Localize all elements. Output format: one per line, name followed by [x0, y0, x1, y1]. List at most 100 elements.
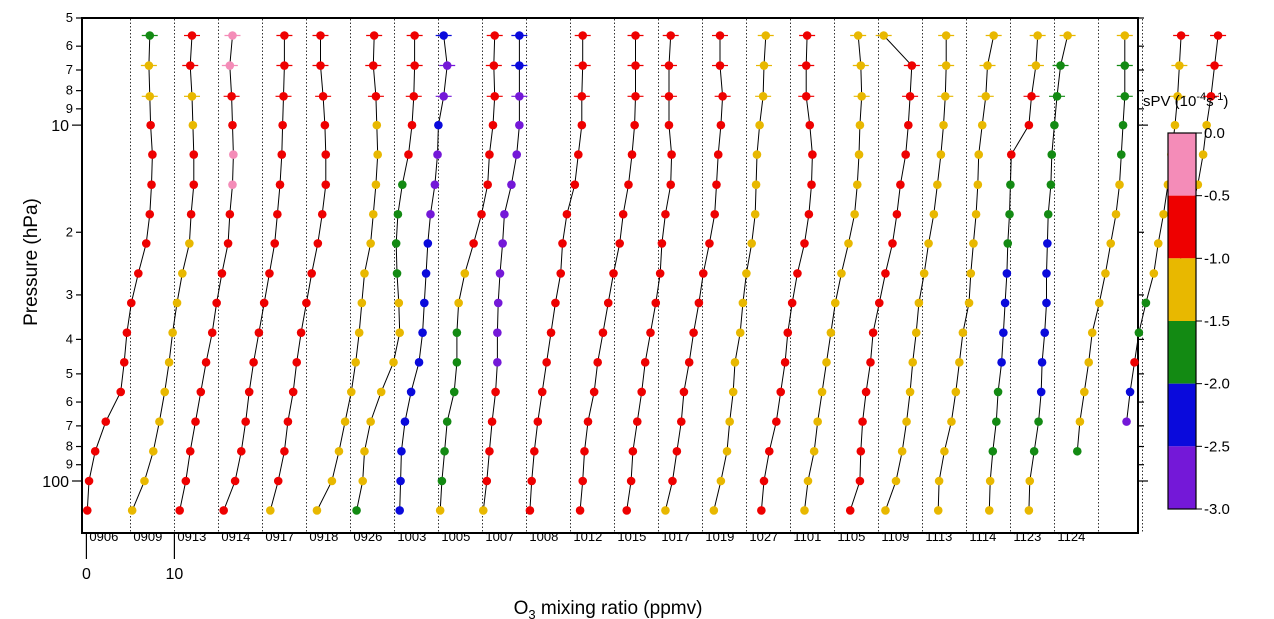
- ozone-point: [738, 298, 748, 308]
- ozone-point: [628, 446, 638, 456]
- ozone-point: [575, 506, 585, 515]
- ozone-point: [420, 298, 429, 308]
- ozone-point: [225, 209, 235, 219]
- ozone-point: [1037, 358, 1047, 367]
- ozone-point: [530, 446, 539, 456]
- ozone-point: [941, 31, 951, 40]
- ozone-point: [440, 446, 449, 456]
- ozone-point: [735, 328, 745, 337]
- colorbar-label: -2.5: [1204, 438, 1230, 455]
- ozone-point: [958, 328, 968, 337]
- ozone-point: [145, 92, 155, 101]
- ozone-point: [904, 120, 913, 130]
- ozone-point: [715, 31, 725, 40]
- colorbar-label: -1.5: [1204, 313, 1230, 330]
- ozone-point: [1149, 269, 1159, 278]
- ozone-point: [705, 239, 714, 248]
- ozone-point: [558, 239, 567, 248]
- profile-0926: [352, 31, 423, 515]
- ozone-point: [761, 31, 771, 40]
- profile-1007: [478, 31, 528, 515]
- ozone-point: [482, 476, 492, 486]
- colorbar-bin: [1168, 258, 1196, 321]
- ozone-point: [857, 92, 866, 101]
- ozone-point: [627, 150, 637, 159]
- ozone-point: [973, 180, 983, 189]
- ozone-point: [140, 476, 149, 486]
- ozone-point: [907, 61, 917, 70]
- ozone-point: [414, 358, 424, 367]
- ozone-point: [186, 209, 196, 219]
- ozone-point: [747, 239, 756, 248]
- colorbar-bin: [1168, 321, 1196, 384]
- ozone-point: [244, 387, 254, 397]
- ozone-point: [999, 328, 1008, 337]
- ozone-point: [1040, 328, 1050, 337]
- ozone-point: [1047, 150, 1057, 159]
- profile-1113: [933, 31, 1002, 515]
- ozone-point: [493, 358, 502, 367]
- y-tick-label: 5: [66, 366, 73, 381]
- profile-date-label: 1005: [441, 529, 470, 544]
- y-tick-label: 8: [66, 83, 73, 98]
- ozone-point: [410, 61, 419, 70]
- ozone-point: [694, 298, 704, 308]
- ozone-point: [666, 31, 676, 40]
- ozone-point: [755, 120, 764, 130]
- ozone-point: [259, 298, 269, 308]
- ozone-point: [1084, 358, 1094, 367]
- x-axis-title-suffix: mixing ratio (ppmv): [536, 598, 703, 619]
- ozone-point: [1075, 417, 1085, 426]
- ozone-point: [809, 446, 819, 456]
- ozone-point: [1036, 387, 1046, 397]
- profile-line: [86, 35, 153, 511]
- y-tick-label: 3: [66, 287, 73, 302]
- ozone-point: [368, 61, 378, 70]
- ozone-point: [368, 209, 378, 219]
- ozone-point: [389, 358, 398, 367]
- ozone-point: [780, 358, 790, 367]
- ozone-point: [856, 446, 866, 456]
- ozone-point: [487, 417, 497, 426]
- ozone-point: [270, 239, 280, 248]
- ozone-point: [783, 328, 793, 337]
- plot-frame: [81, 17, 1139, 534]
- ozone-point: [371, 180, 381, 189]
- ozone-point: [175, 506, 184, 515]
- ozone-point: [439, 92, 448, 101]
- ozone-point: [858, 417, 867, 426]
- ozone-point: [406, 387, 416, 397]
- ozone-point: [189, 180, 199, 189]
- ozone-point: [800, 239, 809, 248]
- ozone-point: [435, 506, 445, 515]
- ozone-point: [275, 180, 285, 189]
- ozone-point: [618, 209, 628, 219]
- ozone-point: [725, 417, 734, 426]
- colorbar-title-suffix: ): [1223, 93, 1228, 110]
- ozone-point: [489, 61, 499, 70]
- ozone-point: [296, 328, 306, 337]
- ozone-point: [366, 239, 375, 248]
- ozone-point: [622, 506, 632, 515]
- ozone-point: [577, 92, 587, 101]
- ozone-point: [940, 446, 949, 456]
- ozone-point: [546, 328, 556, 337]
- ozone-point: [288, 387, 298, 397]
- ozone-point: [280, 446, 289, 456]
- ozone-point: [302, 298, 311, 308]
- ozone-point: [1101, 269, 1110, 278]
- profile-date-labels: 0906 0909 0913 0914 0917 0918 0926 1003 1005 1007…: [89, 529, 1085, 544]
- ozone-point: [84, 476, 94, 486]
- y-tick-label: 100: [42, 474, 69, 491]
- ozone-point: [936, 150, 946, 159]
- ozone-point: [578, 31, 588, 40]
- ozone-point: [667, 150, 676, 159]
- ozone-point: [515, 61, 524, 70]
- profile-date-label: 1019: [705, 529, 734, 544]
- ozone-point: [997, 358, 1006, 367]
- ozone-point: [433, 150, 442, 159]
- ozone-point: [454, 298, 463, 308]
- ozone-point: [951, 387, 961, 397]
- ozone-point: [1116, 150, 1126, 159]
- ozone-point: [394, 298, 404, 308]
